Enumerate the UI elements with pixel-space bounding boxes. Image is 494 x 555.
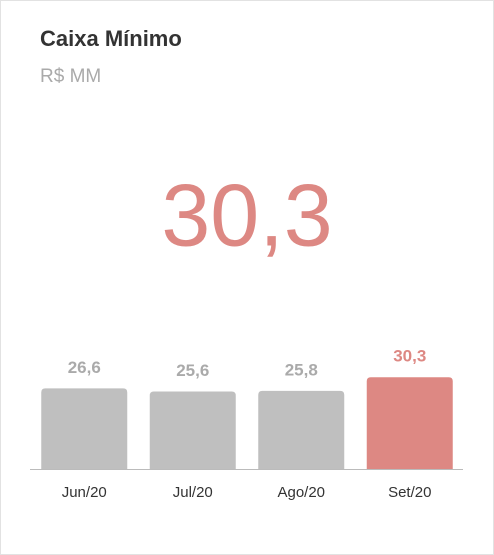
chart-subtitle: R$ MM <box>40 66 101 87</box>
value-label: 26,6 <box>68 358 101 377</box>
x-tick-label: Set/20 <box>388 484 431 501</box>
x-tick-label: Ago/20 <box>277 484 325 501</box>
bar <box>366 377 453 469</box>
chart-title: Caixa Mínimo <box>40 26 182 51</box>
value-label: 30,3 <box>393 347 426 366</box>
x-tick-label: Jun/20 <box>62 484 107 501</box>
x-tick-label: Jul/20 <box>173 484 213 501</box>
bar <box>149 391 236 469</box>
kpi-value: 30,3 <box>161 165 332 264</box>
bar <box>41 388 128 469</box>
value-label: 25,8 <box>285 360 318 379</box>
bar <box>258 390 345 469</box>
value-label: 25,6 <box>176 361 209 380</box>
